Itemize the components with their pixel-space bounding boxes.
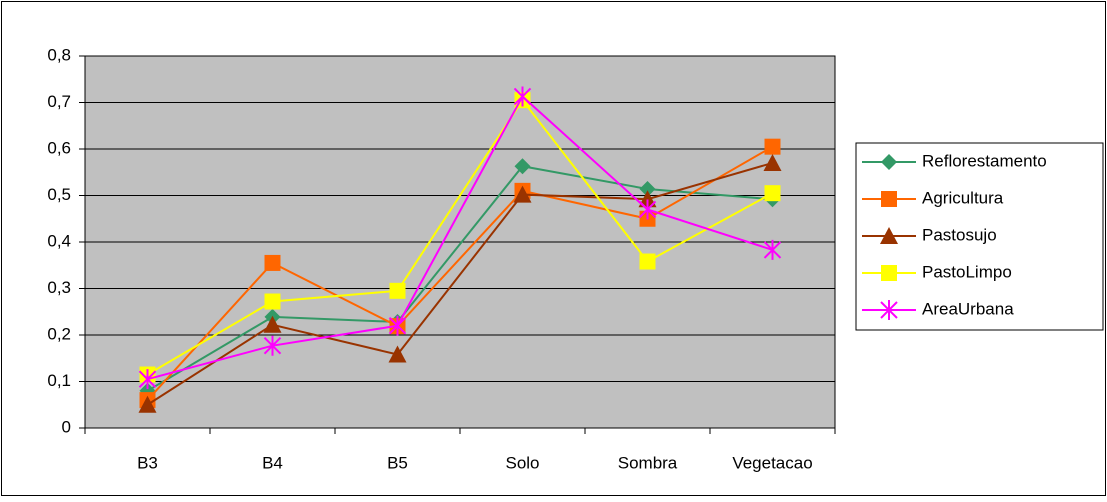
y-tick-label: 0,3 [47,278,71,297]
marker [513,185,532,203]
series-line [146,165,773,392]
x-tick-label: B5 [387,453,408,472]
marker [388,345,407,363]
series-line [147,94,773,381]
marker [264,293,281,310]
marker [388,315,407,336]
marker [764,185,781,202]
legend-label: PastoLimpo [922,262,1012,281]
x-tick-label: Sombra [618,453,678,472]
y-tick-label: 0,1 [47,371,71,390]
marker [264,254,281,271]
x-tick-label: Vegetacao [732,453,812,472]
marker [639,180,656,197]
marker [881,265,897,281]
marker [764,138,781,155]
series [138,86,782,390]
marker [638,190,657,208]
marker [880,300,898,320]
y-tick-label: 0,5 [47,185,71,204]
marker [639,253,656,270]
series [138,153,782,413]
marker [881,154,897,170]
marker [881,191,897,207]
x-tick-label: Solo [505,453,539,472]
y-tick-label: 0 [62,417,71,436]
marker [389,282,406,299]
legend-label: Pastosujo [922,225,997,244]
marker [513,86,532,107]
marker [263,335,282,356]
marker [138,395,157,413]
y-tick-label: 0,4 [47,231,71,250]
x-tick-label: B3 [137,453,158,472]
legend-label: Agricultura [922,188,1004,207]
y-tick-label: 0,2 [47,324,71,343]
marker [138,369,157,390]
marker [880,227,898,244]
marker [263,315,282,333]
legend-label: Reflorestamento [922,151,1047,170]
legend-label: AreaUrbana [922,299,1014,318]
x-tick-label: B4 [262,453,283,472]
marker [763,239,782,260]
marker [638,199,657,220]
marker [514,158,531,175]
series [139,92,781,383]
series-line [146,161,773,406]
marker [763,153,782,171]
y-tick-label: 0,6 [47,138,71,157]
y-tick-label: 0,8 [47,45,71,64]
series-line [146,98,773,376]
series-line [146,145,773,401]
y-tick-label: 0,7 [47,92,71,111]
